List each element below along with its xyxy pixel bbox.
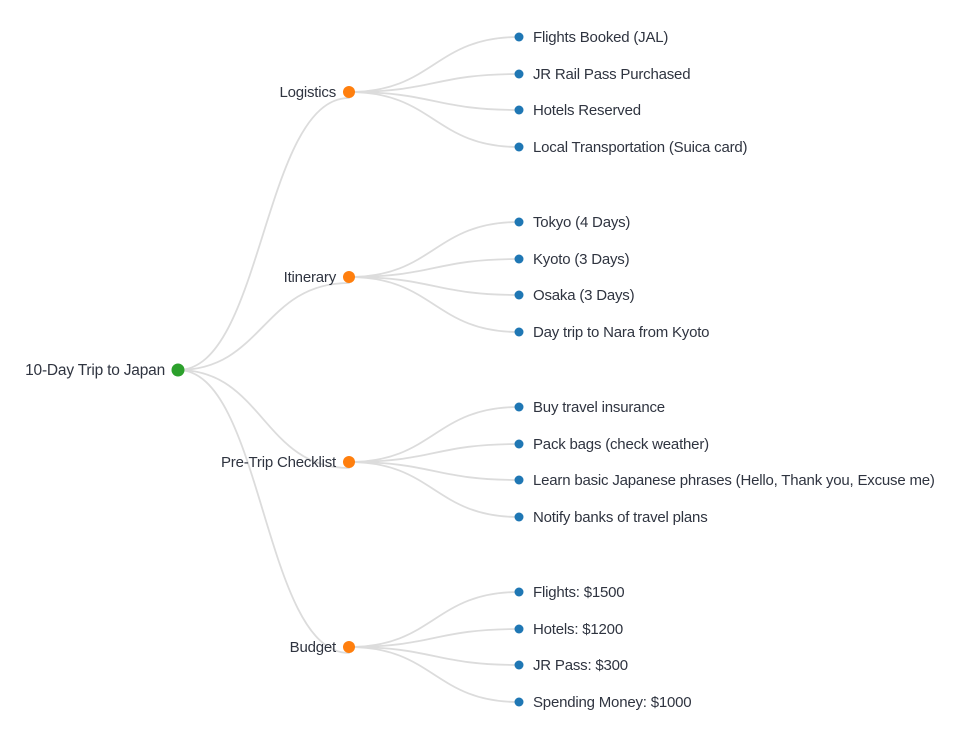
leaf-label: JR Rail Pass Purchased <box>533 66 690 83</box>
branch-label-pretrip: Pre-Trip Checklist <box>221 454 337 471</box>
root-label: 10-Day Trip to Japan <box>25 362 165 379</box>
leaf-dot[interactable] <box>514 587 524 597</box>
leaf-budget-0: Flights: $1500 <box>514 584 625 601</box>
link-budget-2 <box>348 646 520 666</box>
leaf-label: Flights Booked (JAL) <box>533 29 668 46</box>
leaf-logistics-2: Hotels Reserved <box>514 102 641 119</box>
leaf-pretrip-1: Pack bags (check weather) <box>514 436 709 453</box>
link-itinerary-1 <box>348 258 520 278</box>
node-root: 10-Day Trip to Japan <box>25 362 185 379</box>
leaf-dot[interactable] <box>514 217 524 227</box>
leaf-dot[interactable] <box>514 624 524 634</box>
leaf-label: Day trip to Nara from Kyoto <box>533 324 709 341</box>
leaf-pretrip-3: Notify banks of travel plans <box>514 509 708 526</box>
leaf-label: JR Pass: $300 <box>533 657 628 674</box>
root-links <box>177 97 350 654</box>
leaf-label: Osaka (3 Days) <box>533 287 635 304</box>
leaf-logistics-3: Local Transportation (Suica card) <box>514 139 748 156</box>
leaf-itinerary-0: Tokyo (4 Days) <box>514 214 631 231</box>
leaf-pretrip-2: Learn basic Japanese phrases (Hello, Tha… <box>514 472 935 489</box>
leaf-dot[interactable] <box>514 697 524 707</box>
branch-collapse-dot-logistics[interactable] <box>343 86 355 98</box>
link-pretrip-1 <box>348 443 520 463</box>
node-branch-logistics: Logistics <box>279 84 355 101</box>
leaf-label: Local Transportation (Suica card) <box>533 139 748 156</box>
leaf-itinerary-3: Day trip to Nara from Kyoto <box>514 324 710 341</box>
link-budget-3 <box>348 646 520 703</box>
leaf-dot[interactable] <box>514 290 524 300</box>
link-logistics-1 <box>348 73 520 93</box>
leaf-label: Kyoto (3 Days) <box>533 251 630 268</box>
leaf-dot[interactable] <box>514 327 524 337</box>
branch-label-logistics: Logistics <box>279 84 336 101</box>
leaf-budget-1: Hotels: $1200 <box>514 621 623 638</box>
leaf-dot[interactable] <box>514 475 524 485</box>
node-branch-pretrip: Pre-Trip Checklist <box>221 454 355 471</box>
leaf-label: Spending Money: $1000 <box>533 694 691 711</box>
branch-collapse-dot-budget[interactable] <box>343 641 355 653</box>
pretrip-links <box>348 406 520 518</box>
link-budget-1 <box>348 628 520 648</box>
leaf-pretrip-0: Buy travel insurance <box>514 399 665 416</box>
node-branch-itinerary: Itinerary <box>284 269 355 286</box>
link-pretrip-3 <box>348 461 520 518</box>
leaf-dot[interactable] <box>514 32 524 42</box>
leaf-label: Flights: $1500 <box>533 584 624 601</box>
leaf-label: Tokyo (4 Days) <box>533 214 630 231</box>
leaf-dot[interactable] <box>514 402 524 412</box>
leaf-dot[interactable] <box>514 254 524 264</box>
leaf-dot[interactable] <box>514 69 524 79</box>
branch-label-budget: Budget <box>290 639 337 656</box>
leaf-label: Buy travel insurance <box>533 399 665 416</box>
link-root-pretrip <box>177 369 350 469</box>
leaf-budget-3: Spending Money: $1000 <box>514 694 692 711</box>
node-branch-budget: Budget <box>290 639 355 656</box>
branch-collapse-dot-pretrip[interactable] <box>343 456 355 468</box>
leaf-label: Learn basic Japanese phrases (Hello, Tha… <box>533 472 935 489</box>
link-budget-0 <box>348 591 520 648</box>
leaf-dot[interactable] <box>514 512 524 522</box>
link-itinerary-0 <box>348 221 520 278</box>
leaf-dot[interactable] <box>514 142 524 152</box>
leaf-itinerary-2: Osaka (3 Days) <box>514 287 635 304</box>
branch-collapse-dot-itinerary[interactable] <box>343 271 355 283</box>
budget-links <box>348 591 520 703</box>
leaf-label: Notify banks of travel plans <box>533 509 708 526</box>
leaf-dot[interactable] <box>514 660 524 670</box>
leaf-budget-2: JR Pass: $300 <box>514 657 628 674</box>
link-pretrip-0 <box>348 406 520 463</box>
link-root-itinerary <box>177 282 350 371</box>
root-collapse-dot[interactable] <box>171 363 185 377</box>
link-logistics-2 <box>348 91 520 111</box>
leaf-logistics-1: JR Rail Pass Purchased <box>514 66 691 83</box>
leaf-label: Hotels: $1200 <box>533 621 623 638</box>
leaf-logistics-0: Flights Booked (JAL) <box>514 29 669 46</box>
itinerary-links <box>348 221 520 333</box>
link-logistics-3 <box>348 91 520 148</box>
leaf-dot[interactable] <box>514 439 524 449</box>
link-itinerary-3 <box>348 276 520 333</box>
link-root-budget <box>177 369 350 654</box>
link-itinerary-2 <box>348 276 520 296</box>
leaf-dot[interactable] <box>514 105 524 115</box>
link-logistics-0 <box>348 36 520 93</box>
branch-label-itinerary: Itinerary <box>284 269 337 286</box>
leaf-itinerary-1: Kyoto (3 Days) <box>514 251 630 268</box>
link-root-logistics <box>177 97 350 371</box>
logistics-links <box>348 36 520 148</box>
link-pretrip-2 <box>348 461 520 481</box>
leaf-label: Pack bags (check weather) <box>533 436 709 453</box>
leaf-label: Hotels Reserved <box>533 102 641 119</box>
